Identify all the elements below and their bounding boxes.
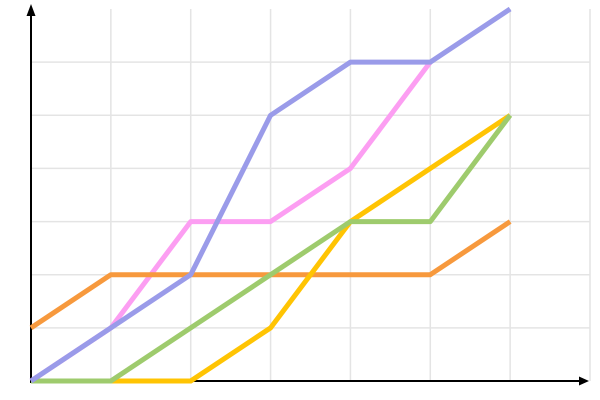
series-yellow-line: [31, 113, 512, 384]
series-blue-line: [29, 6, 512, 384]
data-series: [29, 6, 513, 384]
series-green-line: [31, 113, 513, 384]
y-axis-arrow-icon: [26, 4, 36, 16]
x-axis-arrow-icon: [579, 376, 589, 386]
